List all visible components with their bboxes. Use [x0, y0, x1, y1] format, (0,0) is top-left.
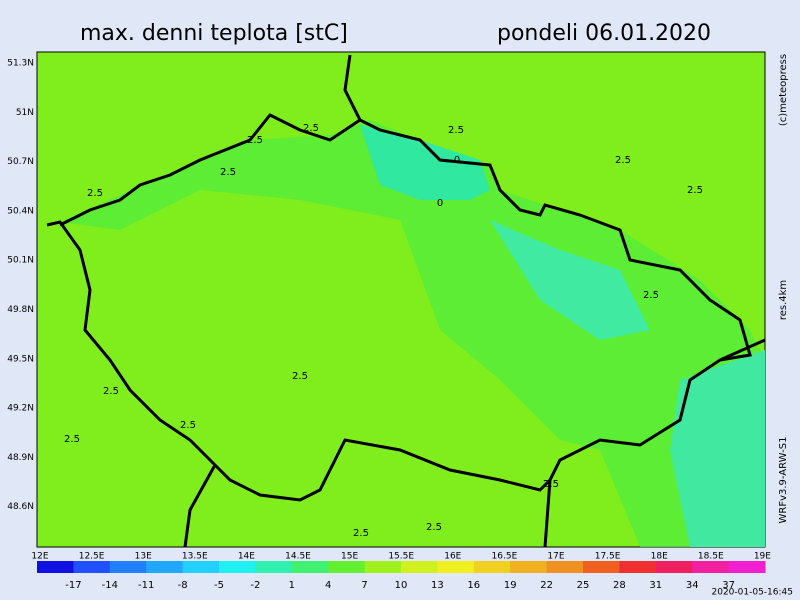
lat-label: 50.4N — [7, 206, 34, 216]
colorbar-swatch — [146, 561, 184, 573]
colorbar-swatch — [401, 561, 438, 573]
lat-label: 49.5N — [7, 354, 34, 364]
contour-label: 2.5 — [87, 188, 103, 199]
colorbar-swatch — [728, 561, 766, 573]
colorbar-label: -8 — [178, 580, 188, 591]
contour-label: 2.5 — [303, 123, 319, 134]
lat-label: 48.9N — [7, 453, 34, 463]
lon-label: 13.5E — [182, 552, 208, 562]
lat-label: 50.7N — [7, 157, 34, 167]
colorbar-label: 19 — [504, 580, 517, 591]
colorbar-swatch — [219, 561, 256, 573]
contour-label: 2.5 — [292, 371, 308, 382]
contour-label: 2.5 — [543, 479, 559, 490]
colorbar-label: 16 — [467, 580, 480, 591]
cold-area — [490, 220, 650, 340]
colorbar-swatch — [655, 561, 693, 573]
lon-label: 14.5E — [285, 552, 311, 562]
colorbar-swatch — [510, 561, 548, 573]
colorbar-label: 13 — [431, 580, 444, 591]
contour-label: 2.5 — [426, 522, 442, 533]
lat-label: 51.3N — [7, 59, 34, 69]
lon-label: 12.5E — [79, 552, 105, 562]
lat-label: 49.8N — [7, 305, 34, 315]
colorbar-label: -17 — [65, 580, 81, 591]
contour-label: 2.5 — [615, 155, 631, 166]
contour-label: 2.5 — [180, 420, 196, 431]
copyright: (c)meteopress — [778, 54, 789, 126]
lon-label: 17.5E — [595, 552, 621, 562]
colorbar-label: 7 — [361, 580, 367, 591]
contour-label: 2.5 — [103, 386, 119, 397]
lon-label: 14E — [238, 552, 255, 562]
cold-area — [670, 350, 765, 547]
colorbar-swatch — [437, 561, 475, 573]
colorbar-swatch — [546, 561, 584, 573]
colorbar-swatch — [583, 561, 620, 573]
lon-label: 18E — [651, 552, 668, 562]
colorbar-swatch — [692, 561, 730, 573]
lat-label: 51N — [16, 108, 34, 118]
colorbar-swatch — [364, 561, 402, 573]
contour-label: 2.5 — [643, 290, 659, 301]
timestamp: 2020-01-05-16:45 — [712, 588, 794, 598]
colorbar-label: 25 — [577, 580, 590, 591]
date: pondeli 06.01.2020 — [497, 21, 711, 46]
colorbar-label: 10 — [395, 580, 408, 591]
colorbar-label: 22 — [540, 580, 553, 591]
contour-label: 2.5 — [64, 434, 80, 445]
lon-label: 16.5E — [492, 552, 518, 562]
colorbar-swatch — [73, 561, 111, 573]
lon-label: 15E — [341, 552, 358, 562]
contour-label: 2.5 — [247, 135, 263, 146]
colorbar-swatch — [109, 561, 147, 573]
contour-label: 0 — [454, 155, 460, 166]
colorbar-swatch — [473, 561, 511, 573]
colorbar-swatch — [255, 561, 293, 573]
contour-label: 2.5 — [687, 185, 703, 196]
colorbar-label: 28 — [613, 580, 626, 591]
lon-label: 13E — [135, 552, 152, 562]
cold-area — [360, 125, 490, 200]
colorbar-label: 1 — [289, 580, 295, 591]
colorbar-label: 4 — [325, 580, 331, 591]
lon-label: 15.5E — [388, 552, 414, 562]
colorbar-label: -2 — [250, 580, 260, 591]
resolution: res.4km — [778, 280, 789, 320]
model: WRFv3.9-ARW-S1 — [778, 437, 789, 524]
lon-label: 16E — [444, 552, 461, 562]
lon-label: 17E — [547, 552, 564, 562]
colorbar-label: 31 — [649, 580, 662, 591]
colorbar-swatch — [619, 561, 657, 573]
colorbar-swatch — [182, 561, 220, 573]
contour-label: 2.5 — [220, 167, 236, 178]
colorbar-label: -11 — [138, 580, 154, 591]
title: max. denni teplota [stC] — [80, 21, 348, 46]
lat-label: 48.6N — [7, 502, 34, 512]
colorbar-label: 37 — [722, 580, 735, 591]
lon-label: 18.5E — [698, 552, 724, 562]
colorbar-label: -5 — [214, 580, 224, 591]
lat-label: 50.1N — [7, 256, 34, 266]
colorbar-swatch — [37, 561, 74, 573]
colorbar-swatch — [328, 561, 366, 573]
contour-label: 0 — [437, 198, 443, 209]
colorbar-label: 34 — [686, 580, 699, 591]
map — [36, 51, 766, 548]
colorbar-swatch — [291, 561, 329, 573]
contour-label: 2.5 — [448, 125, 464, 136]
lat-label: 49.2N — [7, 404, 34, 414]
contour-label: 2.5 — [353, 528, 369, 539]
lon-label: 19E — [754, 552, 771, 562]
colorbar-label: -14 — [102, 580, 118, 591]
country-border — [46, 54, 766, 548]
lon-label: 12E — [31, 552, 48, 562]
cooler-area — [60, 120, 765, 547]
